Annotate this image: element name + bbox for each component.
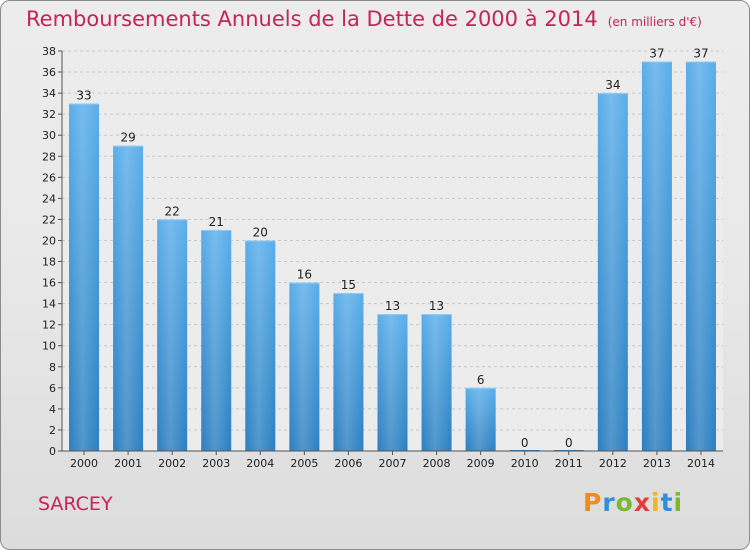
logo-letter: x	[633, 488, 651, 517]
bar-value-label: 29	[120, 131, 135, 145]
y-tick-label: 6	[49, 382, 56, 395]
bar-value-label: 0	[521, 436, 529, 450]
y-tick-label: 16	[42, 277, 56, 290]
y-tick-label: 36	[42, 66, 56, 79]
y-tick-label: 22	[42, 213, 56, 226]
bar-value-label: 13	[385, 299, 400, 313]
y-tick-label: 0	[49, 445, 56, 458]
bar-value-label: 21	[209, 215, 224, 229]
bar-highlight	[597, 93, 628, 452]
y-tick-label: 32	[42, 108, 56, 121]
bar-highlight	[641, 61, 672, 452]
y-tick-label: 14	[42, 298, 56, 311]
x-tick-label: 2013	[643, 457, 671, 470]
x-tick-label: 2005	[290, 457, 318, 470]
bar-highlight	[245, 240, 276, 451]
bar-highlight	[113, 145, 144, 451]
y-tick-label: 12	[42, 319, 56, 332]
bar-value-label: 13	[429, 299, 444, 313]
y-tick-label: 28	[42, 150, 56, 163]
x-tick-label: 2008	[423, 457, 451, 470]
x-tick-label: 2007	[379, 457, 407, 470]
logo-letter: i	[651, 488, 661, 517]
bar-highlight	[685, 61, 716, 452]
x-tick-label: 2010	[511, 457, 539, 470]
bar-value-label: 33	[76, 89, 91, 103]
logo-letter: i	[673, 488, 684, 517]
commune-name: SARCEY	[38, 493, 113, 515]
unit-note: (en milliers d'€)	[607, 15, 702, 29]
x-tick-label: 2011	[555, 457, 583, 470]
bar-highlight	[333, 293, 364, 451]
logo-letter: P	[583, 488, 603, 517]
x-tick-label: 2002	[158, 457, 186, 470]
x-tick-label: 2014	[687, 457, 715, 470]
bar-value-label: 6	[477, 373, 485, 387]
x-tick-label: 2009	[467, 457, 495, 470]
x-tick-label: 2006	[334, 457, 362, 470]
x-tick-label: 2000	[70, 457, 98, 470]
bar-highlight	[157, 219, 188, 451]
y-tick-label: 24	[42, 192, 56, 205]
y-tick-label: 10	[42, 340, 56, 353]
x-tick-label: 2001	[114, 457, 142, 470]
logo-letter: t	[660, 488, 674, 517]
bar-value-label: 22	[165, 204, 180, 218]
bar-value-label: 0	[565, 436, 573, 450]
y-tick-label: 38	[42, 45, 56, 58]
bar-highlight	[377, 314, 408, 451]
chart-title: Remboursements Annuels de la Dette de 20…	[26, 7, 598, 31]
chart-title-row: Remboursements Annuels de la Dette de 20…	[26, 7, 702, 31]
bar-value-label: 15	[341, 278, 356, 292]
bar-highlight	[465, 387, 496, 451]
x-tick-label: 2004	[246, 457, 274, 470]
x-tick-label: 2012	[599, 457, 627, 470]
bar-highlight	[201, 229, 232, 451]
bar-value-label: 34	[605, 78, 620, 92]
y-tick-label: 26	[42, 171, 56, 184]
bar-value-label: 37	[693, 47, 708, 61]
y-tick-label: 8	[49, 361, 56, 374]
bar-highlight	[289, 282, 320, 451]
bar-value-label: 16	[297, 268, 312, 282]
y-tick-label: 34	[42, 87, 56, 100]
bar-value-label: 20	[253, 225, 268, 239]
y-tick-label: 2	[49, 424, 56, 437]
y-tick-label: 18	[42, 256, 56, 269]
bar-highlight	[421, 314, 452, 451]
x-tick-label: 2003	[202, 457, 230, 470]
logo-letter: r	[602, 488, 616, 517]
proxiti-logo: Proxiti	[583, 488, 683, 517]
bar-value-label: 37	[649, 47, 664, 61]
logo-letter: o	[615, 488, 634, 517]
y-tick-label: 20	[42, 234, 56, 247]
bar-highlight	[69, 103, 100, 451]
y-tick-label: 4	[49, 403, 56, 416]
y-tick-label: 30	[42, 129, 56, 142]
